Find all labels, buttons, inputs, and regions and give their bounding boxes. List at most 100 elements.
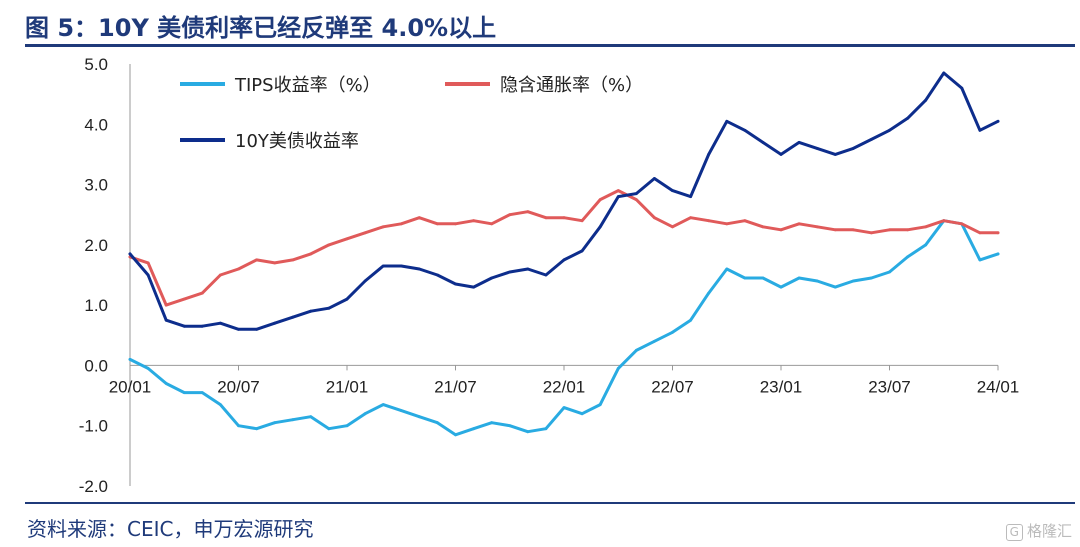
series-1-point: [671, 225, 674, 229]
series-0-point: [833, 285, 837, 289]
series-1-point: [363, 231, 367, 235]
series-2-point: [128, 252, 132, 256]
series-2-point: [164, 318, 168, 322]
series-1-point: [490, 222, 494, 226]
series-2-point: [363, 279, 367, 283]
line-chart: 5.0 4.0 3.0 2.0 1.0 0.0 -1.0 -2.0 20/01 20/07 21/0…: [79, 55, 1020, 496]
series-1-point: [942, 219, 946, 223]
series-2-point: [327, 306, 331, 310]
series-0-point: [273, 421, 277, 425]
series-2-point: [833, 153, 837, 156]
series-2-point: [562, 258, 566, 262]
series-2-point: [653, 177, 656, 180]
series-0-point: [399, 409, 403, 412]
series-1-point: [743, 219, 747, 223]
x-tick-label: 23/01: [760, 377, 803, 396]
y-tick-label: 0.0: [84, 356, 108, 375]
series-1-point: [634, 198, 638, 202]
series-0-point: [200, 391, 204, 394]
series-2-point: [309, 309, 313, 313]
y-tick-label: 2.0: [84, 236, 108, 255]
series-2-point: [345, 297, 349, 301]
y-tick-label: 3.0: [84, 176, 108, 195]
title-divider: [25, 44, 1075, 47]
footer-divider: [25, 502, 1075, 504]
series-0-point: [381, 403, 385, 406]
series-2-point: [634, 192, 638, 196]
series-0-point: [454, 433, 457, 437]
x-tick-label: 20/07: [217, 377, 260, 396]
chart-series: [128, 71, 1000, 437]
x-tick-label: 20/01: [109, 377, 152, 396]
series-0-point: [580, 412, 584, 416]
series-2-point: [508, 270, 512, 274]
y-tick-label: -1.0: [79, 417, 108, 436]
series-2-point: [182, 324, 186, 328]
series-2-point: [219, 321, 222, 325]
series-1-point: [653, 216, 656, 220]
series-1-point: [273, 261, 277, 265]
series-0-point: [761, 276, 765, 280]
series-2-point: [472, 285, 475, 289]
watermark: G 格隆汇: [1005, 520, 1072, 541]
series-0-point: [743, 276, 747, 280]
series-2-point: [399, 264, 403, 268]
series-0-point: [309, 415, 313, 419]
series-1-point: [960, 222, 964, 226]
y-tick-label: 5.0: [84, 55, 108, 74]
series-0-point: [544, 427, 548, 431]
series-0-point: [146, 367, 150, 370]
series-1-point: [906, 228, 909, 232]
series-1-point: [219, 273, 222, 277]
series-1-point: [616, 189, 620, 193]
series-1-point: [526, 210, 530, 214]
series-1-point: [544, 216, 548, 220]
series-0-point: [924, 243, 928, 247]
series-2-point: [454, 282, 457, 286]
series-1-point: [381, 225, 385, 229]
series-2-point: [255, 327, 258, 331]
series-1-point: [725, 222, 729, 226]
series-0-point: [237, 424, 240, 428]
series-1-point: [888, 228, 891, 232]
series-0-point: [996, 252, 1000, 256]
series-0-point: [327, 427, 331, 431]
series-2-point: [888, 128, 891, 132]
series-1-point: [978, 231, 982, 235]
series-0-point: [634, 349, 638, 352]
series-2-point: [544, 273, 548, 277]
series-2-point: [146, 273, 150, 277]
legend-label-0: TIPS收益率（%）: [234, 75, 381, 96]
series-1-point: [761, 225, 765, 229]
series-0-point: [797, 276, 801, 280]
series-2-point: [870, 138, 873, 141]
series-2-point: [417, 267, 421, 271]
chart-legend: TIPS收益率（%） 隐含通胀率（%） 10Y美债收益率: [180, 75, 643, 152]
series-1-point: [870, 231, 873, 235]
series-2-point: [978, 128, 982, 132]
legend-label-2: 10Y美债收益率: [235, 131, 359, 152]
series-0-point: [219, 403, 222, 406]
series-1-point: [327, 243, 331, 247]
series-2-point: [779, 153, 783, 156]
series-0-point: [978, 258, 982, 262]
series-2-point: [851, 147, 855, 150]
series-1-point: [454, 222, 457, 226]
x-tick-label: 22/01: [543, 377, 586, 396]
series-1-point: [580, 219, 584, 223]
series-0-point: [870, 276, 873, 280]
series-0-point: [562, 406, 566, 409]
series-0-point: [851, 279, 855, 283]
series-0-point: [490, 421, 494, 425]
series-1-point: [436, 222, 439, 226]
series-0-point: [255, 427, 258, 431]
series-1-point: [508, 213, 512, 217]
series-1-point: [345, 237, 349, 241]
series-0-point: [671, 330, 674, 334]
series-2-point: [996, 119, 1000, 123]
x-tick-label: 23/07: [868, 377, 911, 396]
x-tick-label: 22/07: [651, 377, 694, 396]
series-0-point: [128, 358, 132, 361]
series-0-point: [472, 427, 475, 431]
series-line-2: [128, 71, 1000, 331]
